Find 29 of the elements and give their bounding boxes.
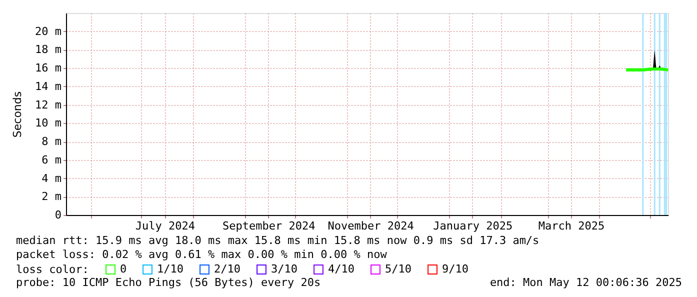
legend-label: 5/10 [385, 262, 412, 276]
x-tick-label: March 2025 [538, 220, 605, 232]
y-tick-label: 6 m [42, 153, 62, 166]
text: median rtt: 15.9 ms avg 18.0 ms max 15.8 ms min 15.8 ms now 0.9 ms sd 17.3 am/s [16, 234, 540, 247]
y-tick-label: 20 m [35, 24, 62, 38]
legend-label: 1/10 [157, 262, 184, 276]
x-tick-label: November 2024 [328, 220, 414, 232]
text: end: Mon May 12 00:06:36 2025 [490, 276, 682, 289]
legend-label: 4/10 [328, 262, 354, 276]
legend-title: loss color: [16, 263, 89, 276]
y-tick-label: 8 m [42, 135, 62, 148]
legend-label: 0 [120, 262, 127, 276]
legend-label: 3/10 [271, 262, 298, 276]
y-tick-label: 16 m [35, 62, 62, 75]
x-tick-label: September 2024 [222, 220, 316, 232]
text: probe: 10 ICMP Echo Pings (56 Bytes) every 20s [16, 276, 321, 289]
y-axis-title: Seconds [11, 91, 24, 138]
y-tick-label: 10 m [35, 116, 62, 130]
y-tick-label: 12 m [35, 98, 62, 112]
y-tick-label: 4 m [42, 172, 62, 185]
y-tick-label: 14 m [35, 80, 62, 93]
legend-label: 9/10 [442, 262, 468, 276]
text: packet loss: 0.02 % avg 0.61 % max 0.00 % min 0.00 % now [16, 248, 388, 261]
y-tick-label: 2 m [42, 190, 62, 204]
legend-label: 2/10 [214, 262, 240, 276]
y-tick-label: 0 [54, 208, 62, 222]
x-tick-label: January 2025 [433, 220, 513, 232]
x-tick-label: July 2024 [135, 220, 196, 232]
y-tick-label: 18 m [35, 43, 62, 56]
